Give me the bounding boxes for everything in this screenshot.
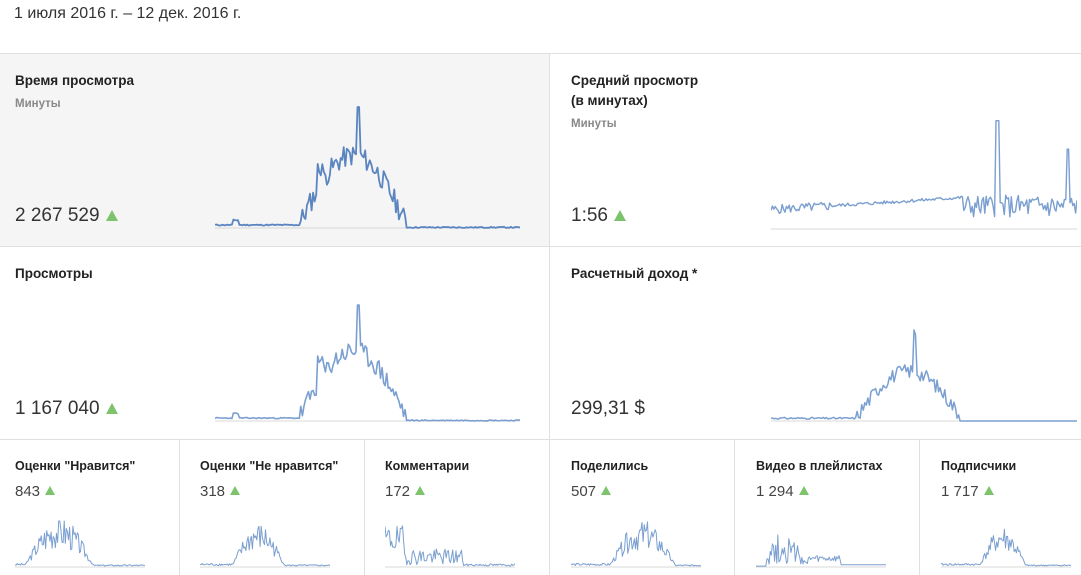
sparkline-path [941,528,1071,567]
metric-card-views[interactable]: Просмотры 1 167 040 [0,247,549,439]
triangle-up-icon [613,210,626,221]
sparkline-watch-time [215,106,520,229]
sparkline-path [15,520,145,567]
sparkline-path [215,304,520,422]
metric-title: Поделились [571,459,649,473]
sparkline-avg-view [771,120,1077,230]
metric-value: 1:56 [571,205,626,227]
metric-card-comments[interactable]: Комментарии 172 [365,440,549,575]
metric-title: Видео в плейлистах [756,459,883,473]
sparkline-revenue [771,329,1077,422]
metric-title: Средний просмотр (в минутах) [571,73,699,108]
metric-title: Подписчики [941,459,1017,473]
metric-title: Оценки "Нравится" [15,459,136,473]
metric-card-subscribers[interactable]: Подписчики 1 717 [920,440,1081,575]
metric-value: 318 [200,483,241,500]
triangle-up-icon [601,486,612,495]
divider [0,439,1081,440]
triangle-up-icon [230,486,241,495]
metric-card-revenue[interactable]: Расчетный доход * 299,31 $ [550,247,1081,439]
sparkline-path [771,329,1077,422]
sparkline-path [385,525,515,567]
metric-value: 1 294 [756,483,809,500]
sparkline-path [771,120,1077,218]
metric-value: 172 [385,483,426,500]
metric-value: 1 717 [941,483,994,500]
metric-card-likes[interactable]: Оценки "Нравится" 843 [0,440,179,575]
triangle-up-icon [105,403,118,414]
sparkline-views [215,304,520,422]
metric-title: Время просмотра [15,73,135,88]
divider [734,439,735,575]
divider [919,439,920,575]
metric-title: Просмотры [15,266,93,281]
divider [0,53,1081,54]
sparkline-dislikes [200,525,330,568]
divider [0,246,1081,247]
sparkline-playlists [756,534,886,568]
triangle-up-icon [45,486,56,495]
metric-unit: Минуты [571,118,617,130]
metric-title: Комментарии [385,459,470,473]
sparkline-subscribers [941,528,1071,568]
metric-value: 507 [571,483,612,500]
sparkline-comments [385,525,515,568]
triangle-up-icon [415,486,426,495]
sparkline-path [200,525,330,567]
metric-card-avg-view[interactable]: Средний просмотр (в минутах) Минуты 1:56 [550,54,1081,246]
divider [364,439,365,575]
metric-card-dislikes[interactable]: Оценки "Не нравится" 318 [180,440,364,575]
metric-value: 2 267 529 [15,205,118,227]
metric-card-playlists[interactable]: Видео в плейлистах 1 294 [735,440,919,575]
metric-card-shares[interactable]: Поделились 507 [550,440,734,575]
triangle-up-icon [105,210,118,221]
metric-value: 299,31 $ [571,398,645,419]
metric-card-watch-time[interactable]: Время просмотра Минуты 2 267 529 [0,54,549,246]
metric-value: 843 [15,483,56,500]
metric-unit: Минуты [15,98,61,110]
triangle-up-icon [798,486,809,495]
sparkline-likes [15,520,145,568]
metric-title: Оценки "Не нравится" [200,459,339,473]
divider [549,53,550,575]
sparkline-path [571,521,701,567]
metric-title: Расчетный доход * [571,266,698,281]
triangle-up-icon [983,486,994,495]
metric-value: 1 167 040 [15,398,118,420]
date-range[interactable]: 1 июля 2016 г. – 12 дек. 2016 г. [14,5,242,22]
sparkline-path [215,106,520,229]
sparkline-shares [571,521,701,568]
divider [179,439,180,575]
sparkline-path [756,534,886,567]
